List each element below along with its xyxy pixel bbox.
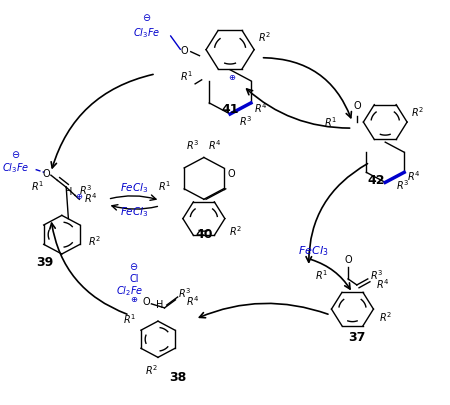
Text: O: O xyxy=(228,168,235,179)
Text: 39: 39 xyxy=(36,256,53,269)
Text: $R^2$: $R^2$ xyxy=(258,31,272,45)
Text: $R^3$: $R^3$ xyxy=(370,268,383,282)
Text: $R^3$: $R^3$ xyxy=(178,286,191,300)
Text: $Cl_3Fe$: $Cl_3Fe$ xyxy=(133,27,161,40)
Text: 37: 37 xyxy=(348,331,365,344)
Text: $R^3$: $R^3$ xyxy=(79,183,93,197)
Text: $R^1$: $R^1$ xyxy=(315,268,328,282)
Text: O: O xyxy=(43,168,50,179)
Text: $R^1$: $R^1$ xyxy=(123,312,136,326)
Text: $R^3$: $R^3$ xyxy=(239,114,252,128)
Text: $\oplus$: $\oplus$ xyxy=(130,294,138,303)
Text: H: H xyxy=(157,300,164,310)
Text: $FeCl_3$: $FeCl_3$ xyxy=(298,244,328,258)
Text: $R^4$: $R^4$ xyxy=(84,192,97,205)
Text: $R^4$: $R^4$ xyxy=(254,101,268,115)
Text: O: O xyxy=(143,297,150,307)
Text: $R^1$: $R^1$ xyxy=(324,115,337,129)
Text: $R^4$: $R^4$ xyxy=(377,277,390,291)
Text: $R^3$: $R^3$ xyxy=(396,179,410,192)
Text: O: O xyxy=(353,101,360,111)
Text: $FeCl_3$: $FeCl_3$ xyxy=(120,181,148,195)
Text: $\oplus$: $\oplus$ xyxy=(228,72,236,81)
Text: $\ominus$: $\ominus$ xyxy=(143,12,152,23)
Text: $R^1$: $R^1$ xyxy=(31,179,45,193)
Text: $\ominus$: $\ominus$ xyxy=(11,149,21,160)
Text: $R^2$: $R^2$ xyxy=(411,105,424,119)
Text: $R^1$: $R^1$ xyxy=(158,179,171,193)
Text: $Cl_3Fe$: $Cl_3Fe$ xyxy=(2,162,30,175)
Text: 42: 42 xyxy=(368,174,385,187)
Text: $R^1$: $R^1$ xyxy=(180,69,193,83)
Text: 38: 38 xyxy=(169,371,186,384)
Text: $R^2$: $R^2$ xyxy=(145,363,158,377)
Text: $FeCl_3$: $FeCl_3$ xyxy=(120,206,148,220)
Text: $R^4$: $R^4$ xyxy=(208,139,222,152)
Text: 41: 41 xyxy=(221,104,239,117)
Text: $R^2$: $R^2$ xyxy=(88,234,101,247)
Text: $R^4$: $R^4$ xyxy=(407,169,421,183)
Text: O: O xyxy=(180,46,188,56)
Text: $R^2$: $R^2$ xyxy=(379,310,392,324)
Text: 40: 40 xyxy=(195,228,212,241)
Text: $\ominus$: $\ominus$ xyxy=(129,261,139,272)
Text: $R^4$: $R^4$ xyxy=(186,294,200,308)
Text: $R^3$: $R^3$ xyxy=(186,139,199,152)
Text: $R^2$: $R^2$ xyxy=(229,224,242,238)
Text: $Cl_2Fe$: $Cl_2Fe$ xyxy=(116,284,143,298)
Text: $\oplus$: $\oplus$ xyxy=(75,192,83,201)
Text: Cl: Cl xyxy=(129,274,139,284)
Text: H: H xyxy=(65,188,72,198)
Text: O: O xyxy=(344,255,352,265)
